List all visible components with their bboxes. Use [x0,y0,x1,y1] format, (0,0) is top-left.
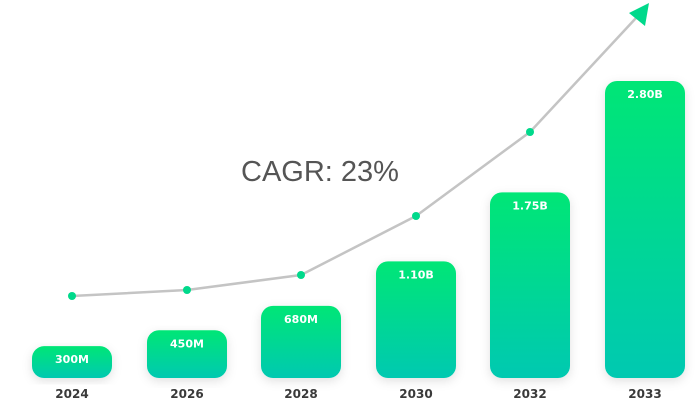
x-tick-label-2026: 2026 [170,387,203,401]
bar-2032 [490,192,570,378]
bar-value-label-2030: 1.10B [398,268,434,281]
trend-point-2024 [68,292,76,300]
bar-2026 [147,330,227,378]
trend-point-2026 [183,286,191,294]
bar-2030 [376,261,456,378]
trend-arrow-head [629,3,649,26]
x-tick-label-2024: 2024 [55,387,88,401]
trend-point-2032 [526,128,534,136]
labels-layer: 300M 2024 450M 2026 680M 2028 1.10B 2030 1.75B 20… [55,88,663,401]
x-tick-label-2028: 2028 [284,387,317,401]
trend-point-2028 [297,271,305,279]
cagr-annotation: CAGR: 23% [241,156,399,188]
bars-layer [32,81,685,378]
bar-value-label-2024: 300M [55,353,89,366]
x-tick-label-2033: 2033 [628,387,661,401]
bar-2033 [605,81,685,378]
bar-value-label-2026: 450M [170,337,204,350]
x-tick-label-2032: 2032 [513,387,546,401]
bar-value-label-2028: 680M [284,313,318,326]
bar-2024 [32,346,112,378]
trend-layer [68,3,649,300]
x-tick-label-2030: 2030 [399,387,432,401]
trend-point-2030 [412,212,420,220]
bar-2028 [261,305,341,378]
bar-value-label-2032: 1.75B [512,199,548,212]
trend-line [70,16,638,298]
bar-value-label-2033: 2.80B [627,88,663,101]
